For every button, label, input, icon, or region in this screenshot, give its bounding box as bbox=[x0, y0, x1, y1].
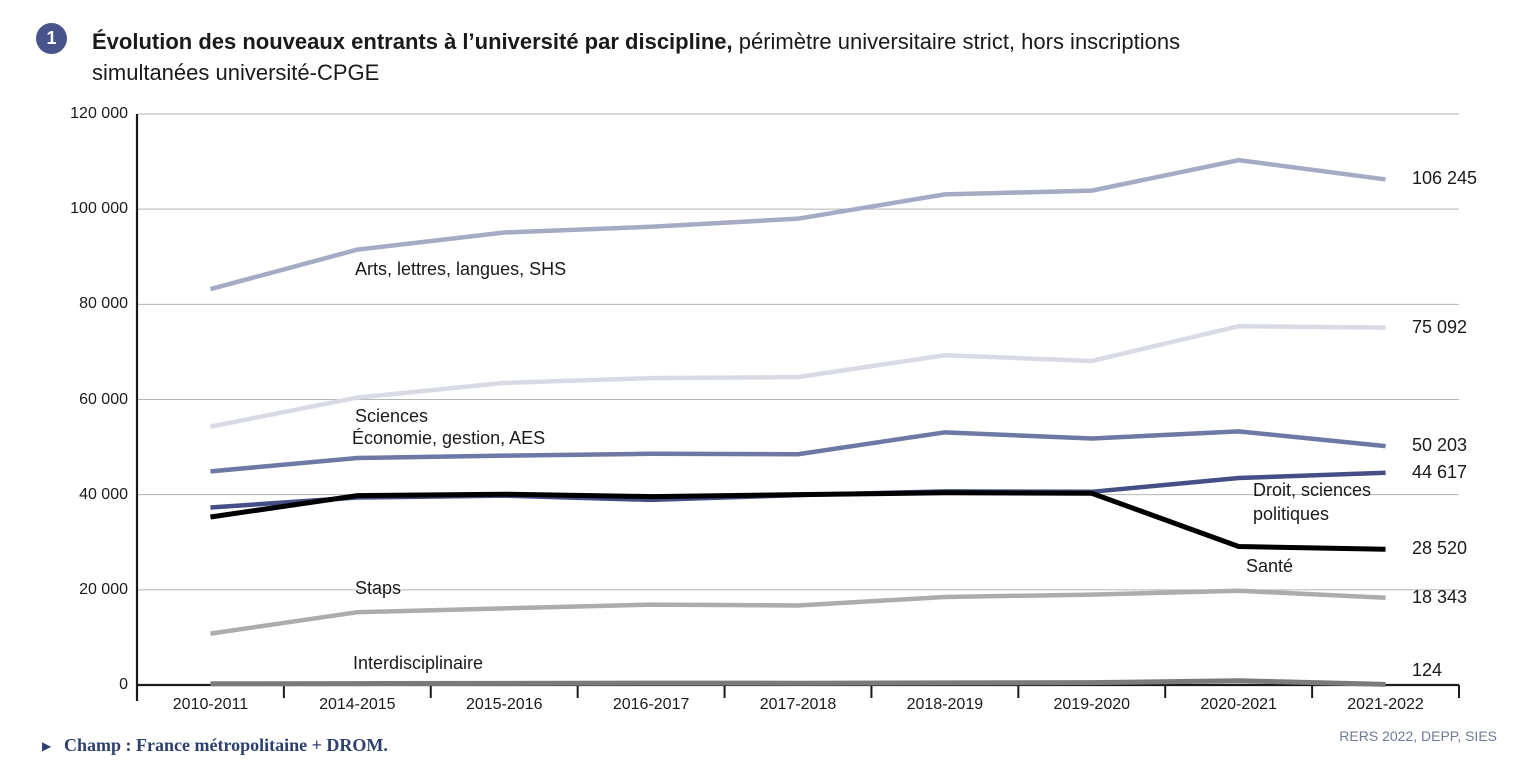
chart-title-bold: Évolution des nouveaux entrants à l’univ… bbox=[92, 29, 733, 54]
champ-note: Champ : France métropolitaine + DROM. bbox=[64, 735, 388, 755]
series-line-2 bbox=[210, 429, 1386, 474]
source-credit: RERS 2022, DEPP, SIES bbox=[1339, 728, 1497, 744]
series-line-3 bbox=[210, 470, 1386, 510]
series-line-6 bbox=[210, 678, 1386, 687]
chart-title-regular: périmètre universitaire strict, hors ins… bbox=[732, 29, 1181, 54]
series-line-1 bbox=[210, 323, 1386, 429]
series-line-0 bbox=[209, 157, 1386, 292]
figure-number-badge: 1 bbox=[36, 23, 67, 54]
chart-title-line2: simultanées université-CPGE bbox=[92, 60, 380, 85]
triangle-bullet-icon: ▶ bbox=[42, 739, 52, 753]
series-line-4 bbox=[210, 490, 1386, 552]
series-line-5 bbox=[210, 588, 1386, 636]
chart-title: Évolution des nouveaux entrants à l’univ… bbox=[92, 26, 1492, 88]
